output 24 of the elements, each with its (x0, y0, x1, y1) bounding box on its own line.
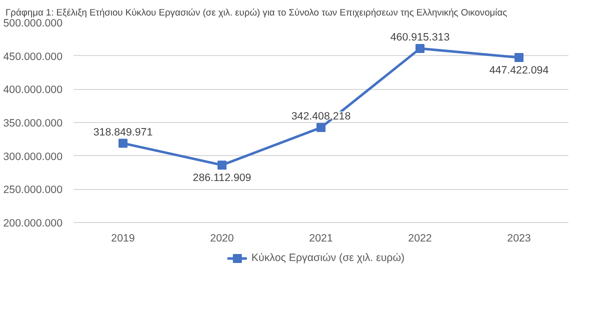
y-tick-label: 500.000.000 (3, 18, 63, 30)
y-tick-label: 300.000.000 (3, 150, 63, 163)
y-tick-label: 250.000.000 (3, 184, 63, 196)
point (514, 53, 524, 62)
point (218, 160, 226, 170)
text: 460.915.313 (390, 32, 450, 44)
text: 318.849.971 (93, 126, 153, 138)
x-tick-label: 2023 (507, 232, 531, 244)
text: 286.112.909 (192, 172, 252, 184)
y-tick-label: 350.000.000 (3, 118, 63, 130)
chart-title: Γράφημα 1: Εξέλιξη Ετήσιου Κύκλου Εργασιών (σε χιλ. ευρώ) για το Σύνολο των Επιχειρήσεων της Ελληνικής Οικονομίας (6, 8, 508, 18)
x-tick-label: 2022 (408, 232, 432, 244)
point (118, 138, 128, 148)
text: 447.422.094 (489, 64, 549, 77)
point (316, 123, 326, 132)
x-tick-label: 2021 (309, 232, 333, 244)
text: 342.408.218 (291, 110, 351, 123)
y-tick-label: 400.000.000 (3, 84, 63, 96)
legend-label: Κύκλος Εργασιών (σε χιλ. ευρώ) (251, 252, 405, 264)
y-tick-label: 450.000.000 (3, 50, 63, 63)
point (416, 44, 424, 54)
x-tick-label: 2020 (210, 232, 234, 244)
x-tick-label: 2019 (111, 232, 135, 244)
y-tick-label: 200.000.000 (3, 218, 63, 230)
